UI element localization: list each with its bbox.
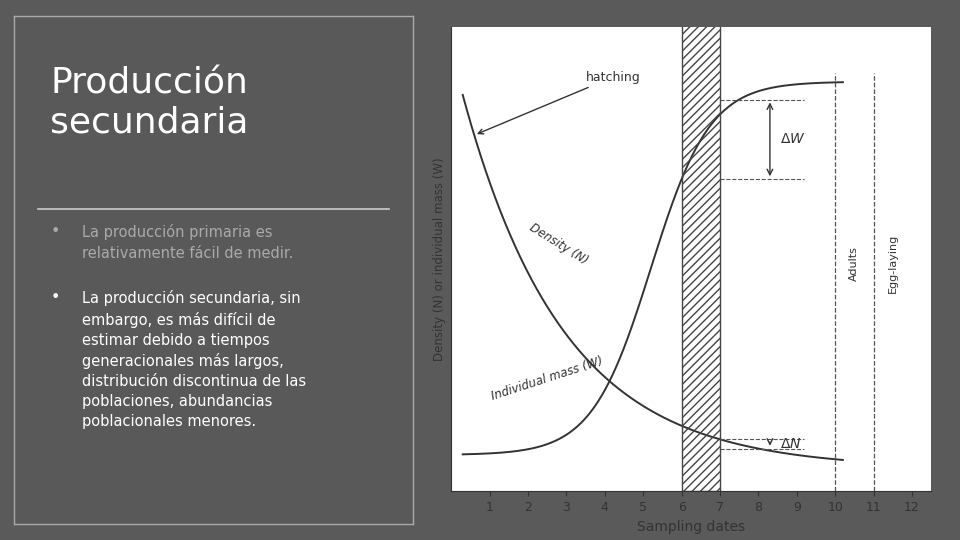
Text: •: • bbox=[50, 291, 60, 305]
Text: $\Delta N$: $\Delta N$ bbox=[780, 437, 801, 451]
Text: Individual mass (W): Individual mass (W) bbox=[490, 355, 605, 403]
X-axis label: Sampling dates: Sampling dates bbox=[637, 519, 745, 534]
Text: Egg-laying: Egg-laying bbox=[888, 234, 898, 293]
Text: La producción primaria es
relativamente fácil de medir.: La producción primaria es relativamente … bbox=[83, 224, 294, 261]
Text: Producción
secundaria: Producción secundaria bbox=[50, 67, 249, 139]
Text: •: • bbox=[50, 224, 60, 239]
Text: $\Delta W$: $\Delta W$ bbox=[780, 132, 805, 146]
Text: Density (N): Density (N) bbox=[527, 220, 590, 267]
Text: hatching: hatching bbox=[478, 71, 640, 134]
Bar bbox=[682, 0, 720, 491]
Text: Adults: Adults bbox=[850, 246, 859, 281]
Y-axis label: Density (N) or individual mass (W): Density (N) or individual mass (W) bbox=[433, 157, 445, 361]
Text: La producción secundaria, sin
embargo, es más difícil de
estimar debido a tiempo: La producción secundaria, sin embargo, e… bbox=[83, 291, 306, 429]
